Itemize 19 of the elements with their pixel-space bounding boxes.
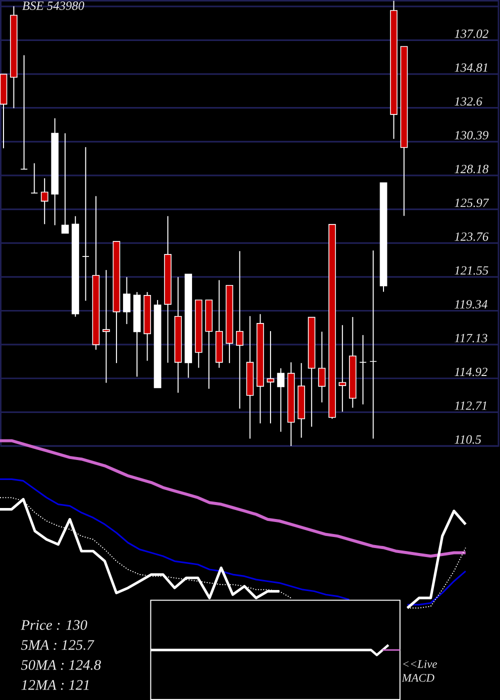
text: 12MA : 121 xyxy=(21,680,89,690)
y-tick-label: 137.02 xyxy=(454,30,488,38)
text: <<Live MACD xyxy=(402,660,437,682)
y-tick-label: 110.5 xyxy=(454,435,482,444)
y-tick-label: 125.97 xyxy=(454,198,490,208)
text: 50MA : 124.8 xyxy=(21,660,101,670)
y-tick-label: 128.18 xyxy=(454,164,488,174)
y-tick-label: 134.81 xyxy=(454,63,488,72)
y-tick-label: 112.71 xyxy=(454,402,486,410)
y-tick-label: 121.55 xyxy=(454,266,488,275)
y-tick-label: 132.6 xyxy=(454,97,482,106)
y-tick-label: 114.92 xyxy=(454,368,488,376)
chart-title: BSE 543980 xyxy=(22,2,84,10)
y-tick-label: 123.76 xyxy=(454,232,489,241)
y-tick-label: 130.39 xyxy=(454,130,488,140)
y-tick-label: 119.34 xyxy=(454,300,488,309)
text: Price : 130 xyxy=(20,620,88,630)
y-tick-label: 117.13 xyxy=(454,334,488,342)
text: 5MA : 125.7 xyxy=(21,640,94,650)
